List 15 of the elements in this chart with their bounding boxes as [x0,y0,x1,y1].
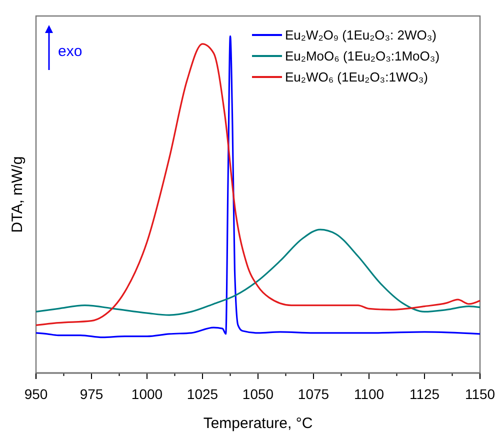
x-tick-label: 1125 [409,386,440,402]
x-tick-label: 1100 [354,386,384,402]
legend-label: Eu₂WO₆ (1Eu₂O₃:1WO₃) [285,70,428,85]
x-tick-label: 975 [80,386,104,402]
x-tick-label: 1150 [464,386,496,402]
x-axis-title: Temperature, °C [203,415,313,432]
legend-label: Eu₂W₂O₉ (1Eu₂O₃: 2WO₃) [285,28,437,43]
y-axis-title: DTA, mW/g [9,156,26,233]
x-tick-label: 1075 [298,386,330,402]
x-tick-label: 950 [24,386,48,402]
x-tick-label: 1050 [242,386,274,402]
x-tick-label: 1000 [131,386,163,402]
annotation: exo [58,43,82,60]
legend-label: Eu₂MoO₆ (1Eu₂O₃:1MoO₃) [285,48,440,64]
x-tick-label: 1025 [186,386,218,402]
